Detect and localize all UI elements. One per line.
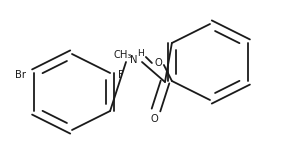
Text: CH₃: CH₃ [114, 50, 132, 60]
Text: O: O [154, 58, 162, 68]
Text: O: O [150, 114, 158, 124]
Text: Br: Br [15, 70, 26, 80]
Text: N: N [130, 55, 138, 65]
Text: H: H [138, 49, 144, 58]
Text: F: F [118, 70, 124, 80]
